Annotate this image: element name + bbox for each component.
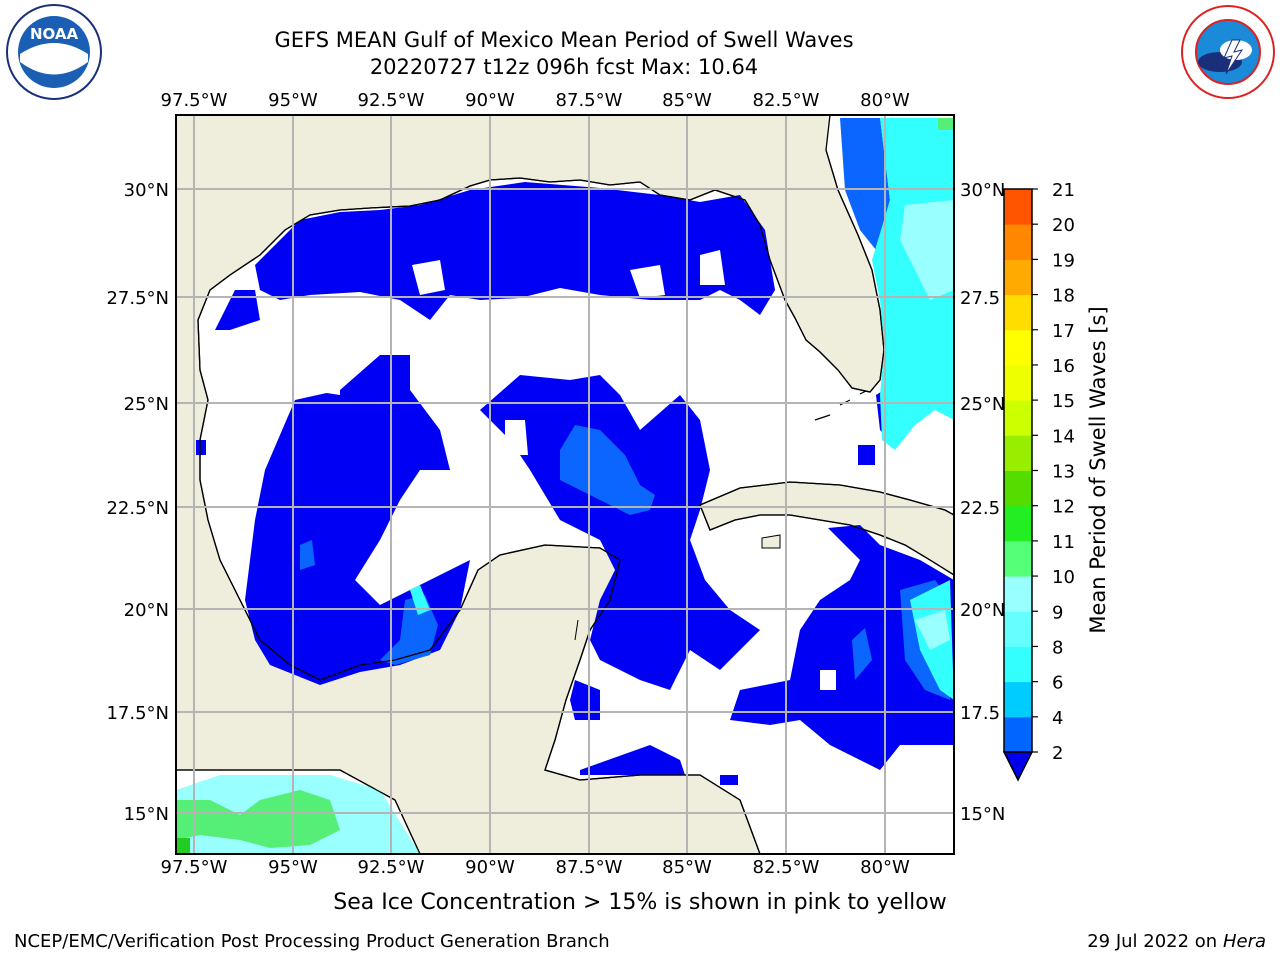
footer-date-text: 29 Jul 2022 on bbox=[1087, 931, 1223, 952]
lon-label: 95°W bbox=[268, 857, 318, 878]
lon-label: 95°W bbox=[268, 90, 318, 111]
noaa-logo-text: NOAA bbox=[30, 25, 79, 43]
chart-title: GEFS MEAN Gulf of Mexico Mean Period of … bbox=[274, 28, 854, 52]
lat-label: 27.5°N bbox=[106, 288, 169, 309]
lat-label: 17.5°N bbox=[106, 703, 169, 724]
lat-label: 22.5°N bbox=[106, 498, 169, 519]
lon-labels-top: 97.5°W 95°W 92.5°W 90°W 87.5°W 85°W 82.5… bbox=[161, 90, 910, 111]
map-frame bbox=[175, 114, 955, 855]
colorbar-segment bbox=[1004, 435, 1032, 471]
colorbar-segment bbox=[1004, 611, 1032, 647]
lat-label: 25°N bbox=[960, 394, 1005, 415]
colorbar bbox=[1002, 188, 1034, 782]
colorbar-tick-label: 16 bbox=[1052, 356, 1075, 377]
lon-label: 92.5°W bbox=[358, 90, 425, 111]
colorbar-segment bbox=[1004, 540, 1032, 577]
chart-subtitle: 20220727 t12z 096h fcst Max: 10.64 bbox=[369, 55, 759, 79]
colorbar-tick-label: 9 bbox=[1052, 602, 1063, 623]
lon-label: 82.5°W bbox=[753, 90, 820, 111]
lon-label: 90°W bbox=[465, 90, 515, 111]
colorbar-segment bbox=[1004, 470, 1032, 507]
colorbar-tick-label: 12 bbox=[1052, 497, 1075, 518]
colorbar-segment bbox=[1004, 364, 1032, 401]
colorbar-segment bbox=[1004, 716, 1032, 753]
lat-label: 30°N bbox=[124, 180, 169, 201]
colorbar-tick-label: 2 bbox=[1052, 743, 1063, 764]
colorbar-ticks: 2 4 6 8 9 10 11 12 13 14 15 16 17 18 19 20 21 bbox=[1032, 180, 1075, 764]
colorbar-segment bbox=[1004, 576, 1032, 612]
colorbar-tick-label: 4 bbox=[1052, 708, 1063, 729]
colorbar-segment bbox=[1004, 505, 1032, 542]
sea-ice-note: Sea Ice Concentration > 15% is shown in … bbox=[333, 890, 947, 915]
lat-label: 20°N bbox=[124, 600, 169, 621]
lat-label: 15°N bbox=[960, 804, 1005, 825]
lat-labels-right: 30°N 27.5 25°N 22.5 20°N 17.5 15°N bbox=[960, 180, 1005, 825]
colorbar-tick-label: 18 bbox=[1052, 286, 1075, 307]
colorbar-tick-label: 14 bbox=[1052, 426, 1075, 447]
lon-labels-bottom: 97.5°W 95°W 92.5°W 90°W 87.5°W 85°W 82.5… bbox=[161, 857, 910, 878]
colorbar-label: Mean Period of Swell Waves [s] bbox=[1086, 306, 1110, 634]
colorbar-segment bbox=[1004, 189, 1032, 225]
colorbar-tick-label: 8 bbox=[1052, 637, 1063, 658]
colorbar-tick-label: 6 bbox=[1052, 673, 1063, 694]
lon-label: 80°W bbox=[860, 90, 910, 111]
colorbar-segment bbox=[1004, 224, 1032, 260]
colorbar-segment bbox=[1004, 400, 1032, 436]
lon-label: 97.5°W bbox=[161, 857, 228, 878]
colorbar-segment bbox=[1004, 259, 1032, 296]
lat-label: 25°N bbox=[124, 394, 169, 415]
colorbar-tick-label: 19 bbox=[1052, 250, 1075, 271]
graticule bbox=[176, 115, 954, 854]
lon-label: 80°W bbox=[860, 857, 910, 878]
lon-label: 87.5°W bbox=[556, 90, 623, 111]
lat-label: 17.5 bbox=[960, 703, 1000, 724]
lon-label: 97.5°W bbox=[161, 90, 228, 111]
lat-label: 20°N bbox=[960, 600, 1005, 621]
colorbar-tick-label: 11 bbox=[1052, 532, 1075, 553]
lon-label: 82.5°W bbox=[753, 857, 820, 878]
lat-label: 30°N bbox=[960, 180, 1005, 201]
nws-logo bbox=[1181, 5, 1275, 99]
swell-green-regions bbox=[176, 118, 954, 848]
footer-credit: NCEP/EMC/Verification Post Processing Pr… bbox=[14, 931, 610, 952]
lon-label: 87.5°W bbox=[556, 857, 623, 878]
colorbar-extend-arrow bbox=[1002, 751, 1034, 782]
lat-label: 22.5 bbox=[960, 498, 1000, 519]
colorbar-segment bbox=[1004, 294, 1032, 331]
colorbar-tick-label: 15 bbox=[1052, 391, 1075, 412]
lon-label: 85°W bbox=[662, 857, 712, 878]
footer-host: Hera bbox=[1222, 931, 1266, 952]
lon-label: 85°W bbox=[662, 90, 712, 111]
noaa-logo: NOAA bbox=[6, 4, 102, 100]
colorbar-tick-label: 21 bbox=[1052, 180, 1075, 201]
lat-label: 27.5 bbox=[960, 288, 1000, 309]
colorbar-tick-label: 13 bbox=[1052, 462, 1075, 483]
lon-label: 90°W bbox=[465, 857, 515, 878]
footer-date: 29 Jul 2022 on Hera bbox=[1087, 931, 1266, 952]
lat-labels-left: 30°N 27.5°N 25°N 22.5°N 20°N 17.5°N 15°N bbox=[106, 180, 169, 825]
colorbar-tick-label: 10 bbox=[1052, 567, 1075, 588]
lon-label: 92.5°W bbox=[358, 857, 425, 878]
colorbar-segment bbox=[1004, 646, 1032, 683]
colorbar-tick-label: 17 bbox=[1052, 321, 1075, 342]
colorbar-segment bbox=[1004, 681, 1032, 718]
lat-label: 15°N bbox=[124, 804, 169, 825]
colorbar-segment bbox=[1004, 329, 1032, 366]
colorbar-tick-label: 20 bbox=[1052, 215, 1075, 236]
